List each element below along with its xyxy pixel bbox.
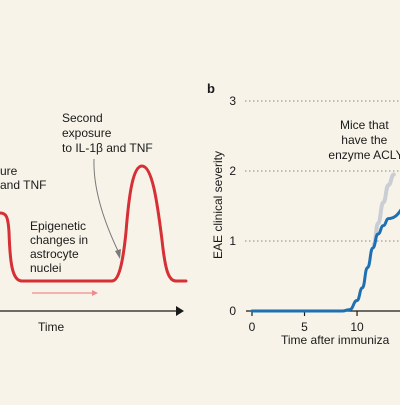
x-tick-label: 5 — [301, 320, 308, 334]
y-ticks: 0 1 2 3 — [229, 94, 236, 318]
x-axis-label: Time — [38, 320, 65, 334]
first-exposure-label: ure and TNF — [0, 164, 46, 192]
y-axis-label: EAE clinical severity — [211, 151, 225, 259]
second-exposure-label: Second exposure to IL-1β and TNF — [62, 111, 153, 155]
series-line-main — [250, 208, 400, 313]
response-curve — [0, 164, 188, 283]
panel-label: b — [207, 81, 215, 96]
y-tick-label: 0 — [229, 304, 236, 318]
pointer-arrowhead — [115, 249, 121, 259]
series — [250, 172, 400, 313]
x-tick-label: 10 — [350, 320, 364, 334]
epigenetic-label: Epigenetic changes in astrocyte nuclei — [30, 219, 91, 275]
panel-b: b EAE clinical severity 0 1 2 3 0 5 10 Time a… — [207, 81, 400, 347]
pointer-arrow — [93, 158, 120, 254]
panel-a: Time ure and TNF Second exposure to IL-1… — [0, 111, 188, 334]
x-axis-arrowhead — [176, 306, 184, 316]
y-tick-label: 2 — [229, 164, 236, 178]
time-arrowhead — [92, 290, 98, 296]
acly-mice-label: Mice that have the enzyme ACLY — [328, 118, 400, 162]
x-axis-label: Time after immuniza — [281, 333, 390, 347]
y-tick-label: 3 — [229, 94, 236, 108]
x-tick-label: 0 — [249, 320, 256, 334]
y-tick-label: 1 — [229, 234, 236, 248]
x-ticks: 0 5 10 — [249, 311, 364, 334]
series-line-acly-band — [371, 172, 396, 247]
